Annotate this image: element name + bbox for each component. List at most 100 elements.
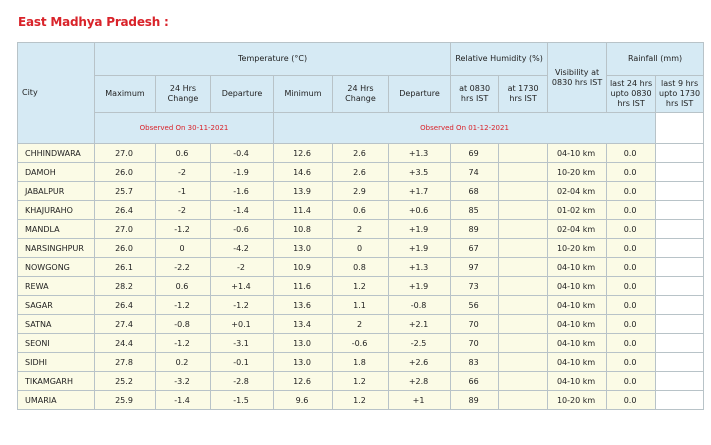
table-row: JABALPUR 25.7 -1 -1.6 13.9 2.9 +1.7 68 02-04 km 0… [17,181,705,201]
data-cell [655,200,705,220]
data-cell [655,181,705,201]
data-cell: 0.0 [606,200,657,220]
data-cell: -3.1 [210,333,274,353]
data-cell: 1.2 [332,276,389,296]
header-cell: Maximum [94,75,156,113]
data-cell: +1.7 [387,181,452,201]
data-cell: -2.8 [210,371,274,391]
data-cell: 01-02 km [547,200,608,220]
data-cell: +0.6 [387,200,452,220]
city-cell: REWA [17,276,95,296]
data-cell: 10.8 [273,219,333,239]
data-cell: +1.9 [387,276,452,296]
data-cell: 11.4 [273,200,333,220]
data-cell: 0.0 [606,314,657,334]
data-cell: 1.1 [332,295,389,315]
data-cell: 1.2 [332,371,389,391]
data-cell [498,295,549,315]
data-cell: +2.6 [387,352,452,372]
data-cell: -0.6 [210,219,274,239]
data-cell: -1.2 [155,333,211,353]
data-cell [498,352,549,372]
data-cell: 0.0 [606,276,657,296]
table-row: NARSINGHPUR 26.0 0 -4.2 13.0 0 +1.9 67 10-20 km 0… [17,238,705,258]
data-cell: 13.0 [273,238,333,258]
data-cell: 12.6 [273,143,333,163]
data-cell: 0.0 [606,162,657,182]
table-row: SIDHI 27.8 0.2 -0.1 13.0 1.8 +2.6 83 04-10 km 0.0 [17,352,705,372]
data-cell: 89 [450,390,500,410]
data-cell [655,371,705,391]
data-cell: 0.0 [606,257,657,277]
header-cell: Temperature (°C) [93,42,452,76]
table-row: SATNA 27.4 -0.8 +0.1 13.4 2 +2.1 70 04-10 km 0.0 [17,314,705,334]
data-cell: 26.4 [94,295,156,315]
data-cell: 26.0 [94,238,156,258]
city-cell: CHHINDWARA [17,143,95,163]
data-cell: 04-10 km [547,276,608,296]
data-cell: 0.6 [155,276,211,296]
table-row: NOWGONG 26.1 -2.2 -2 10.9 0.8 +1.3 97 04-10 km 0.… [17,257,705,277]
data-cell: 26.1 [94,257,156,277]
data-cell: 97 [450,257,500,277]
city-cell: SATNA [17,314,95,334]
data-cell: 04-10 km [547,352,608,372]
table-row: REWA 28.2 0.6 +1.4 11.6 1.2 +1.9 73 04-10 km 0.0 [17,276,705,296]
header-cell: last 24 hrs upto 0830 hrs IST [606,75,657,113]
data-cell: +1.9 [387,238,452,258]
data-cell: 10-20 km [547,238,608,258]
data-cell: 13.0 [273,333,333,353]
data-cell: +2.8 [387,371,452,391]
data-cell [655,333,705,353]
data-cell: 70 [450,314,500,334]
data-cell: -2.5 [387,333,452,353]
header-cell: last 9 hrs upto 1730 hrs IST [655,75,705,113]
data-cell: 73 [450,276,500,296]
data-cell: 27.0 [94,143,156,163]
data-cell: 02-04 km [547,219,608,239]
header-cell: at 1730 hrs IST [498,75,549,113]
data-cell [655,219,705,239]
data-cell [498,162,549,182]
header-cell: Rainfall (mm) [606,42,705,76]
header-cell: Departure [210,75,274,113]
header-cell: Relative Humidity (%) [450,42,549,76]
data-cell: 04-10 km [547,143,608,163]
data-cell: -0.8 [387,295,452,315]
data-cell [655,143,705,163]
data-cell: 0.0 [606,181,657,201]
data-cell: 2 [332,314,389,334]
data-cell [498,181,549,201]
data-cell: 13.0 [273,352,333,372]
data-cell: -0.1 [210,352,274,372]
data-cell: 2.9 [332,181,389,201]
data-cell: 0.0 [606,390,657,410]
data-cell: 25.9 [94,390,156,410]
data-cell [498,219,549,239]
data-cell: 56 [450,295,500,315]
data-cell: -1.2 [155,219,211,239]
data-cell: 04-10 km [547,295,608,315]
data-cell: 0.0 [606,295,657,315]
empty-cell [655,112,705,144]
data-cell: 27.8 [94,352,156,372]
data-cell: 9.6 [273,390,333,410]
data-cell: 04-10 km [547,314,608,334]
city-cell: TIKAMGARH [17,371,95,391]
data-cell [498,333,549,353]
city-cell: DAMOH [17,162,95,182]
data-cell [498,276,549,296]
header-cell: at 0830 hrs IST [450,75,500,113]
data-cell: 0.8 [332,257,389,277]
city-cell: NOWGONG [17,257,95,277]
data-cell: +0.1 [210,314,274,334]
data-cell: 2 [332,219,389,239]
data-cell: -3.2 [155,371,211,391]
data-cell: 28.2 [94,276,156,296]
data-cell: 13.9 [273,181,333,201]
data-cell [655,390,705,410]
city-cell: SIDHI [17,352,95,372]
data-cell [655,276,705,296]
data-cell: 13.6 [273,295,333,315]
